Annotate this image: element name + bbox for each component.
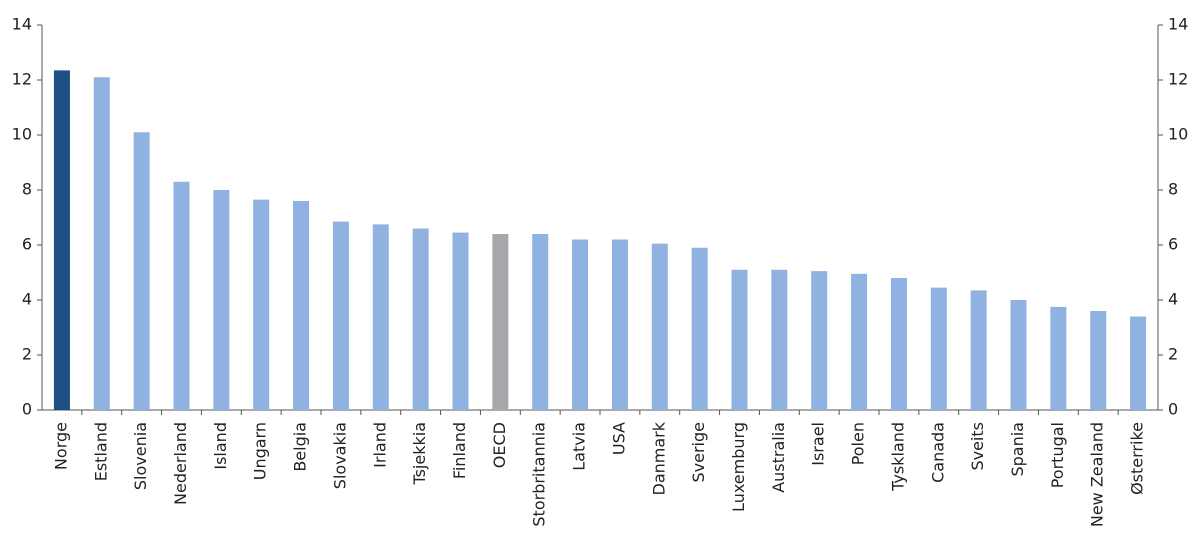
x-tick-label: Finland xyxy=(450,422,469,479)
x-tick-label: Portugal xyxy=(1048,422,1067,488)
y-tick-label: 10 xyxy=(12,125,32,144)
x-tick-label: Australia xyxy=(769,422,788,493)
bar xyxy=(53,70,70,410)
x-tick-label: Nederland xyxy=(171,422,190,505)
x-tick-label: Slovakia xyxy=(330,422,349,489)
y-tick-label: 12 xyxy=(12,70,32,89)
bar xyxy=(213,190,230,410)
bar xyxy=(1090,311,1107,410)
bar xyxy=(412,228,429,410)
y2-tick-label: 10 xyxy=(1168,125,1188,144)
x-tick-label: Spania xyxy=(1008,422,1027,477)
y-tick-label: 6 xyxy=(22,235,32,254)
x-tick-label: Østerrike xyxy=(1128,422,1147,495)
x-tick-label: Polen xyxy=(849,422,868,465)
x-tick-label: Tyskland xyxy=(888,422,907,492)
bar xyxy=(93,77,110,410)
bar xyxy=(851,273,868,410)
bar xyxy=(811,271,828,410)
x-tick-label: Sveits xyxy=(968,422,987,471)
x-tick-label: Storbritannia xyxy=(530,422,549,527)
y-tick-label: 2 xyxy=(22,345,32,364)
bar xyxy=(293,201,310,410)
y2-tick-label: 14 xyxy=(1168,15,1188,34)
x-tick-label: Island xyxy=(211,422,230,470)
x-tick-label: Ungarn xyxy=(251,422,270,480)
bar xyxy=(611,239,628,410)
x-tick-label: Sverige xyxy=(689,422,708,483)
bar xyxy=(372,224,389,410)
x-tick-label: Norge xyxy=(51,422,70,470)
x-tick-label: OECD xyxy=(490,422,509,468)
y2-tick-label: 8 xyxy=(1168,180,1178,199)
bar xyxy=(452,232,469,410)
y2-tick-label: 6 xyxy=(1168,235,1178,254)
y2-tick-label: 12 xyxy=(1168,70,1188,89)
x-tick-label: Latvia xyxy=(570,422,589,471)
y2-tick-label: 2 xyxy=(1168,345,1178,364)
x-tick-label: Tsjekkia xyxy=(410,422,429,486)
x-tick-label: Israel xyxy=(809,422,828,466)
bar xyxy=(651,243,668,410)
y2-tick-label: 4 xyxy=(1168,290,1178,309)
x-tick-label: Estland xyxy=(91,422,110,481)
y-tick-label: 4 xyxy=(22,290,32,309)
x-tick-label: Canada xyxy=(928,422,947,483)
bar xyxy=(771,269,788,410)
bar xyxy=(572,239,589,410)
x-tick-label: Irland xyxy=(370,422,389,468)
bar xyxy=(691,247,708,410)
y-tick-label: 8 xyxy=(22,180,32,199)
x-tick-label: Danmark xyxy=(649,421,668,495)
bar xyxy=(173,181,190,410)
x-tick-label: Luxemburg xyxy=(729,422,748,512)
x-tick-label: Slovenia xyxy=(131,422,150,490)
bar xyxy=(970,290,987,410)
bar xyxy=(332,221,349,410)
bar xyxy=(492,234,509,410)
bar xyxy=(890,278,907,410)
x-tick-label: USA xyxy=(609,422,628,455)
y-tick-label: 14 xyxy=(12,15,32,34)
x-tick-label: New Zealand xyxy=(1088,422,1107,527)
bar xyxy=(1050,306,1067,410)
bar xyxy=(253,199,270,410)
bar xyxy=(1130,316,1147,410)
y2-tick-label: 0 xyxy=(1168,400,1178,419)
bar xyxy=(532,234,549,410)
bar xyxy=(930,287,947,410)
bar xyxy=(1010,300,1027,410)
bar xyxy=(133,132,150,410)
y-tick-label: 0 xyxy=(22,400,32,419)
bar xyxy=(731,269,748,410)
x-tick-label: Belgia xyxy=(291,422,310,472)
